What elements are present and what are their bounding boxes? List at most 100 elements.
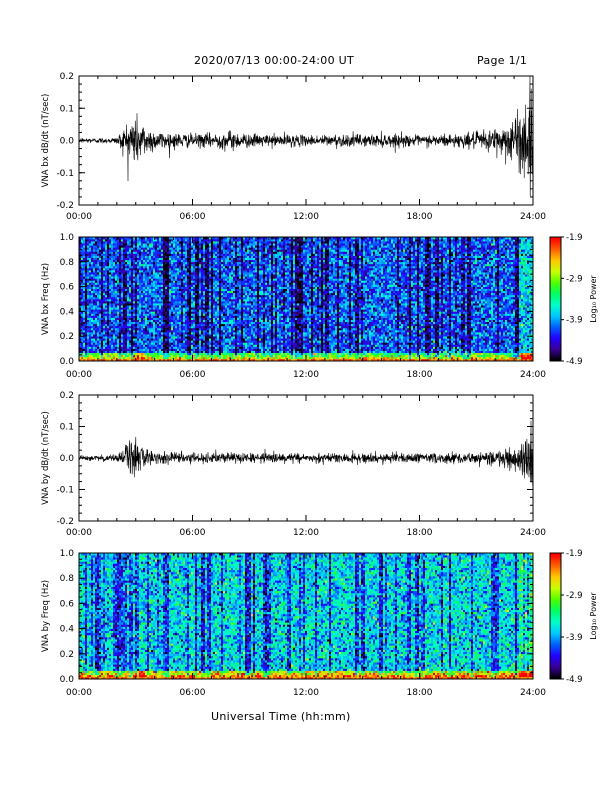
heatmap-cell bbox=[131, 280, 134, 283]
heatmap-cell bbox=[199, 307, 202, 310]
heatmap-cell bbox=[135, 241, 138, 244]
heatmap-cell bbox=[233, 249, 236, 252]
heatmap-cell bbox=[217, 338, 220, 341]
heatmap-cell bbox=[105, 265, 108, 269]
heatmap-cell bbox=[161, 251, 164, 254]
heatmap-cell bbox=[83, 265, 86, 269]
heatmap-cell bbox=[125, 317, 128, 320]
heatmap-cell bbox=[119, 317, 122, 320]
heatmap-cell bbox=[147, 288, 150, 292]
heatmap-cell bbox=[93, 249, 96, 252]
heatmap-cell bbox=[137, 280, 140, 283]
heatmap-cell bbox=[117, 237, 120, 240]
heatmap-cell bbox=[91, 346, 94, 349]
heatmap-cell bbox=[79, 342, 82, 345]
heatmap-cell bbox=[237, 265, 240, 269]
heatmap-cell bbox=[217, 263, 220, 267]
heatmap-cell bbox=[181, 249, 184, 252]
heatmap-cell bbox=[143, 255, 146, 258]
heatmap-cell bbox=[169, 247, 172, 250]
heatmap-cell bbox=[223, 278, 226, 281]
heatmap-cell bbox=[153, 317, 156, 320]
heatmap-cell bbox=[135, 334, 138, 337]
heatmap-cell bbox=[127, 307, 130, 310]
heatmap-cell bbox=[161, 315, 164, 318]
heatmap-cell bbox=[99, 292, 102, 296]
heatmap-cell bbox=[145, 319, 148, 323]
heatmap-cell bbox=[107, 330, 110, 333]
heatmap-cell bbox=[143, 315, 146, 318]
heatmap-cell bbox=[233, 261, 236, 265]
heatmap-cell bbox=[227, 245, 230, 248]
heatmap-cell bbox=[145, 290, 148, 294]
heatmap-cell bbox=[165, 309, 168, 312]
heatmap-cell bbox=[193, 327, 196, 331]
heatmap-cell bbox=[195, 346, 198, 349]
heatmap-cell bbox=[201, 290, 204, 294]
heatmap-cell bbox=[105, 311, 108, 314]
heatmap-cell bbox=[143, 261, 146, 265]
heatmap-cell bbox=[141, 305, 144, 308]
heatmap-cell bbox=[229, 282, 232, 285]
heatmap-cell bbox=[111, 330, 114, 333]
heatmap-cell bbox=[129, 253, 132, 256]
heatmap-cell bbox=[161, 340, 164, 343]
heatmap-cell bbox=[207, 342, 210, 345]
heatmap-cell bbox=[205, 263, 208, 267]
heatmap-cell bbox=[179, 336, 182, 339]
heatmap-cell bbox=[163, 321, 166, 325]
heatmap-cell bbox=[179, 245, 182, 248]
heatmap-cell bbox=[111, 354, 114, 358]
heatmap-cell bbox=[87, 301, 90, 304]
heatmap-cell bbox=[81, 270, 84, 273]
heatmap-cell bbox=[189, 358, 192, 362]
heatmap-cell bbox=[179, 257, 182, 261]
heatmap-cell bbox=[171, 280, 174, 283]
heatmap-cell bbox=[191, 251, 194, 254]
heatmap-cell bbox=[189, 245, 192, 248]
heatmap-cell bbox=[157, 327, 160, 331]
heatmap-cell bbox=[197, 344, 200, 347]
heatmap-cell bbox=[103, 265, 106, 269]
heatmap-cell bbox=[229, 247, 232, 250]
heatmap-cell bbox=[131, 330, 134, 333]
heatmap-cell bbox=[235, 294, 238, 298]
heatmap-cell bbox=[215, 286, 218, 289]
heatmap-cell bbox=[199, 334, 202, 337]
heatmap-cell bbox=[173, 290, 176, 294]
heatmap-cell bbox=[141, 253, 144, 256]
heatmap-cell bbox=[229, 257, 232, 261]
heatmap-cell bbox=[155, 251, 158, 254]
heatmap-cell bbox=[177, 315, 180, 318]
heatmap-cell bbox=[149, 265, 152, 269]
heatmap-cell bbox=[85, 311, 88, 314]
heatmap-cell bbox=[197, 315, 200, 318]
heatmap-cell bbox=[103, 330, 106, 333]
heatmap-cell bbox=[141, 336, 144, 339]
heatmap-cell bbox=[225, 251, 228, 254]
heatmap-cell bbox=[211, 278, 214, 281]
heatmap-cell bbox=[193, 301, 196, 304]
heatmap-cell bbox=[203, 319, 206, 323]
heatmap-cell bbox=[103, 319, 106, 323]
heatmap-cell bbox=[149, 268, 152, 271]
heatmap-cell bbox=[157, 325, 160, 329]
heatmap-cell bbox=[151, 263, 154, 267]
heatmap-cell bbox=[105, 243, 108, 246]
heatmap-cell bbox=[131, 257, 134, 261]
heatmap-cell bbox=[123, 317, 126, 320]
heatmap-cell bbox=[193, 330, 196, 333]
heatmap-cell bbox=[169, 284, 172, 287]
heatmap-cell bbox=[201, 272, 204, 275]
heatmap-cell bbox=[179, 338, 182, 341]
heatmap-cell bbox=[109, 290, 112, 294]
heatmap-cell bbox=[111, 338, 114, 341]
heatmap-cell bbox=[235, 352, 238, 356]
heatmap-cell bbox=[107, 334, 110, 337]
heatmap-cell bbox=[155, 255, 158, 258]
heatmap-cell bbox=[111, 309, 114, 312]
heatmap-cell bbox=[97, 309, 100, 312]
heatmap-cell bbox=[185, 313, 188, 316]
heatmap-cell bbox=[203, 249, 206, 252]
heatmap-cell bbox=[185, 276, 188, 279]
